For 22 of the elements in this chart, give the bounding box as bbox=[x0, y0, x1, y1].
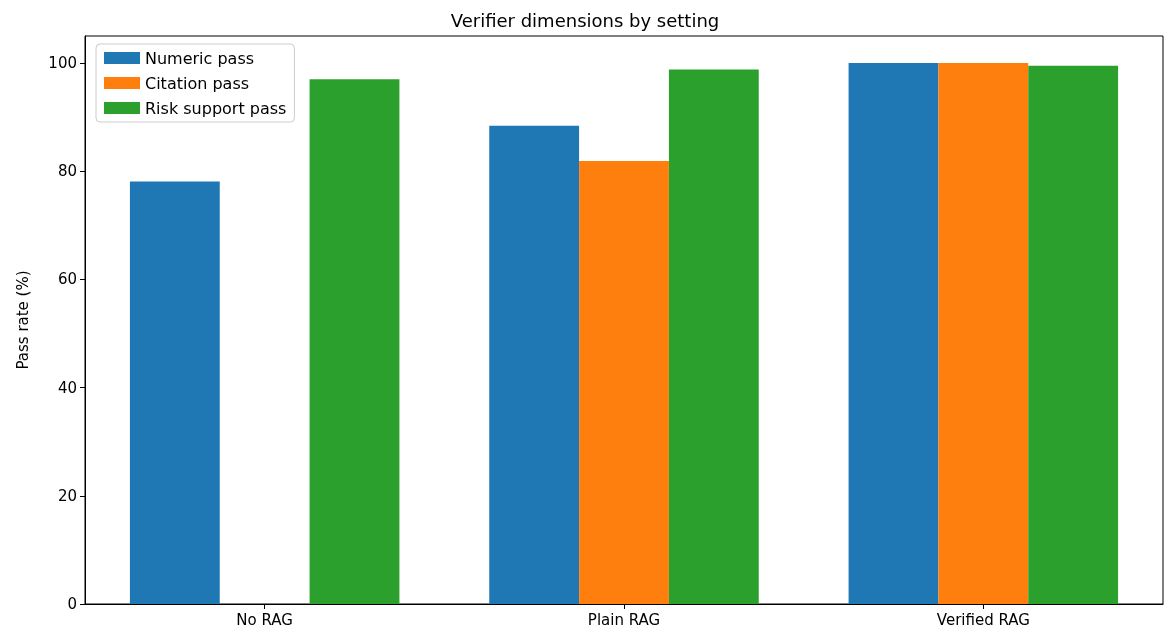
chart-title: Verifier dimensions by setting bbox=[450, 9, 720, 31]
y-tick-label: 80 bbox=[57, 162, 77, 181]
bar bbox=[309, 79, 400, 604]
legend-label: Citation pass bbox=[145, 73, 250, 93]
bar bbox=[668, 69, 759, 604]
x-tick-label: Plain RAG bbox=[587, 610, 661, 629]
bar bbox=[938, 63, 1029, 604]
y-tick-label: 0 bbox=[67, 595, 77, 613]
bar bbox=[129, 181, 220, 604]
bar bbox=[1028, 65, 1119, 604]
y-tick-label: 60 bbox=[57, 270, 77, 289]
bar bbox=[489, 125, 580, 604]
x-tick-label: Verified RAG bbox=[936, 610, 1030, 629]
legend-label: Risk support pass bbox=[145, 98, 287, 118]
y-tick-label: 40 bbox=[57, 378, 77, 397]
legend-label: Numeric pass bbox=[145, 48, 255, 68]
bar bbox=[579, 160, 669, 604]
y-tick-label: 100 bbox=[48, 54, 77, 73]
bar bbox=[848, 63, 939, 604]
y-tick-label: 20 bbox=[57, 486, 77, 505]
x-tick-label: No RAG bbox=[236, 610, 293, 629]
y-axis-title: Pass rate (%) bbox=[13, 270, 32, 370]
